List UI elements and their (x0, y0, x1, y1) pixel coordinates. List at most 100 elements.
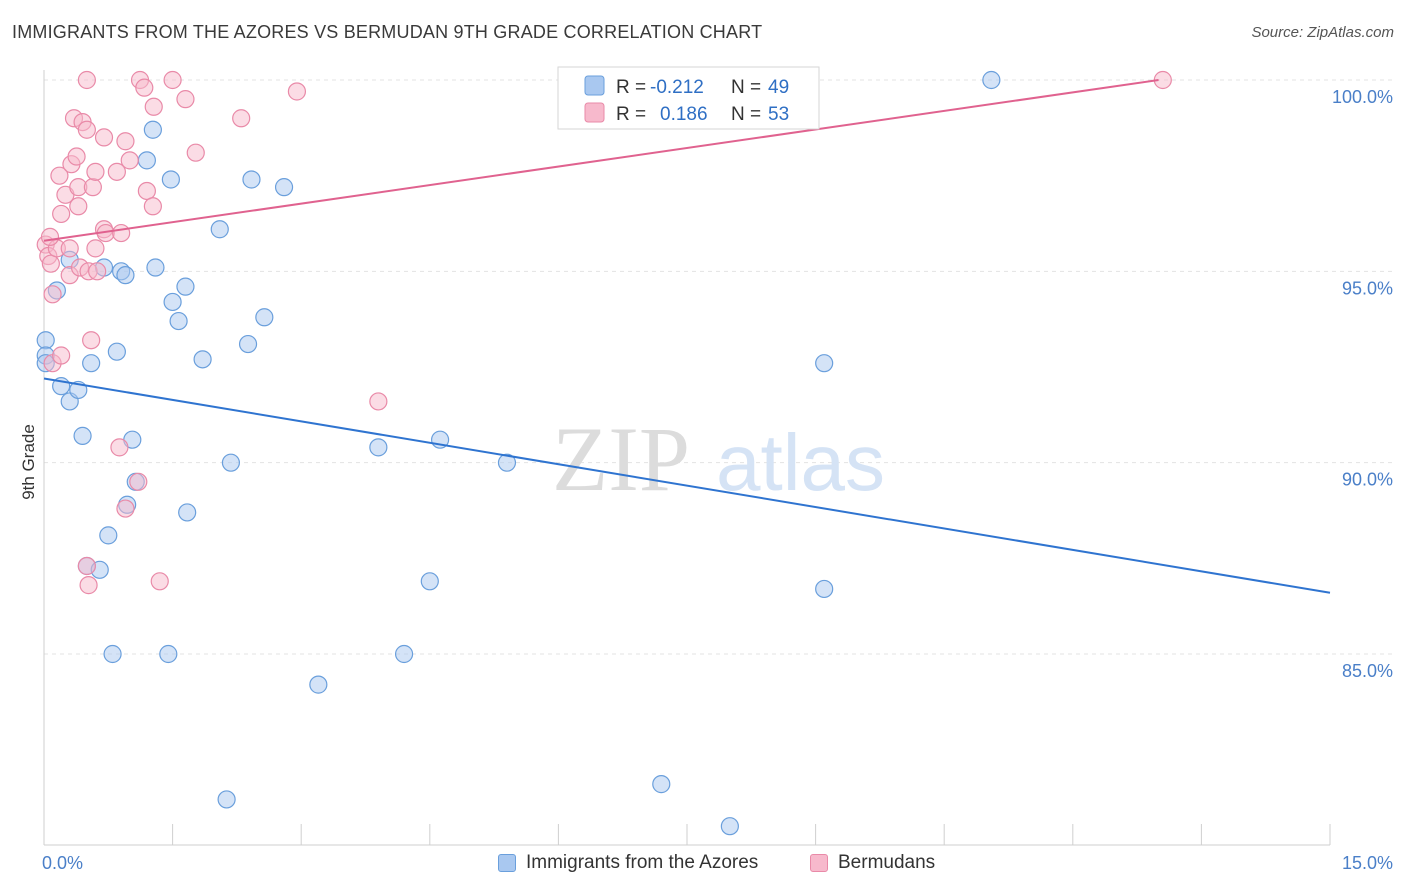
point-pink-7 (52, 204, 71, 224)
point-blue-22 (143, 120, 162, 139)
point-blue-15 (107, 342, 126, 361)
point-blue-8 (73, 426, 92, 445)
legend-n-value-azores: 49 (768, 77, 789, 98)
point-pink-22 (79, 576, 98, 595)
point-pink-2 (41, 254, 60, 273)
trend-line-blue (43, 377, 1331, 594)
point-blue-45 (720, 817, 739, 836)
point-pink-35 (116, 499, 135, 518)
point-blue-48 (982, 70, 1001, 90)
point-pink-49 (287, 82, 307, 101)
point-pink-45 (163, 70, 182, 90)
point-pink-19 (77, 70, 96, 90)
point-blue-43 (497, 453, 517, 472)
point-blue-47 (815, 579, 834, 599)
bottom-legend-swatch-bermudans (810, 854, 828, 872)
point-blue-36 (255, 308, 274, 327)
y-tick-label-0: 100.0% (1332, 87, 1393, 107)
legend-n-value-bermudans: 53 (768, 104, 789, 125)
point-pink-43 (144, 97, 163, 116)
grid-lines (44, 79, 1396, 655)
trend-line-pink (43, 79, 1159, 242)
point-pink-16 (69, 197, 88, 216)
point-blue-26 (163, 292, 182, 312)
point-pink-29 (94, 128, 114, 147)
point-pink-27 (86, 239, 105, 258)
point-pink-28 (88, 262, 107, 281)
watermark-atlas: atlas (716, 418, 885, 507)
legend-n-label-azores: N = (731, 77, 761, 98)
point-blue-32 (217, 790, 236, 809)
bottom-legend-item-bermudans[interactable]: Bermudans (810, 852, 935, 874)
point-pink-10 (60, 239, 79, 258)
point-blue-34 (238, 334, 258, 354)
legend-n-label-bermudans: N = (731, 104, 761, 125)
legend-swatch-bermudans (584, 102, 605, 123)
point-pink-32 (107, 162, 126, 181)
legend-r-value-azores: -0.212 (650, 77, 704, 98)
point-pink-47 (186, 143, 205, 162)
point-blue-10 (82, 354, 101, 373)
point-pink-3 (43, 285, 62, 304)
point-pink-36 (116, 132, 135, 151)
y-tick-label-3: 85.0% (1342, 661, 1393, 681)
watermark: ZIP atlas (552, 408, 885, 510)
axes (43, 70, 1331, 846)
point-blue-27 (169, 311, 188, 331)
point-blue-14 (103, 644, 122, 664)
point-pink-6 (50, 166, 69, 185)
y-tick-label-1: 95.0% (1342, 278, 1393, 298)
bottom-legend-label-azores: Immigrants from the Azores (526, 852, 759, 873)
y-tick-label-2: 90.0% (1342, 470, 1393, 490)
legend-r-label-azores: R = (616, 77, 646, 98)
point-pink-24 (82, 331, 101, 350)
bottom-legend-item-azores[interactable]: Immigrants from the Azores (498, 852, 758, 874)
bottom-legend-swatch-azores (498, 854, 516, 872)
point-blue-35 (242, 170, 261, 189)
point-blue-23 (146, 258, 165, 277)
legend-r-label-bermudans: R = (616, 104, 646, 125)
point-blue-25 (161, 170, 180, 189)
data-points (36, 70, 1172, 836)
point-blue-46 (815, 354, 834, 373)
point-blue-44 (652, 775, 671, 794)
point-blue-39 (369, 438, 388, 457)
point-blue-24 (159, 644, 178, 664)
chart-title: IMMIGRANTS FROM THE AZORES VS BERMUDAN 9… (12, 22, 763, 42)
point-blue-17 (116, 266, 135, 285)
point-pink-14 (67, 147, 86, 166)
point-blue-30 (193, 350, 212, 369)
point-pink-40 (135, 78, 154, 97)
point-blue-13 (99, 526, 118, 545)
watermark-zip: ZIP (552, 408, 690, 510)
bottom-legend: Immigrants from the Azores Bermudans (0, 852, 1406, 878)
point-pink-46 (176, 90, 195, 109)
y-axis-title: 9th Grade (19, 424, 38, 500)
point-pink-41 (137, 181, 156, 201)
point-pink-52 (40, 227, 60, 246)
point-blue-41 (420, 572, 439, 591)
point-pink-25 (83, 178, 102, 197)
point-pink-26 (86, 162, 105, 181)
source-label: Source: ZipAtlas.com (1251, 24, 1394, 41)
point-blue-38 (309, 675, 328, 694)
point-pink-33 (110, 438, 129, 457)
point-blue-29 (178, 503, 197, 522)
legend-r-value-bermudans: 0.186 (660, 104, 708, 125)
point-blue-40 (394, 644, 414, 664)
tick-labels: 100.0% 95.0% 90.0% 85.0% 0.0% 15.0% (42, 87, 1393, 873)
trend-lines (43, 79, 1331, 594)
point-pink-37 (120, 151, 139, 170)
point-blue-28 (176, 277, 195, 296)
point-pink-38 (129, 472, 148, 491)
bottom-legend-label-bermudans: Bermudans (838, 852, 936, 873)
point-pink-42 (143, 197, 162, 216)
point-pink-48 (232, 109, 251, 128)
point-blue-37 (274, 178, 294, 197)
point-pink-44 (150, 572, 169, 591)
legend: R = -0.212 N = 49 R = 0.186 N = 53 (557, 66, 820, 130)
point-pink-8 (52, 346, 71, 365)
x-tick-label-0: 0.0% (42, 853, 83, 873)
point-blue-31 (210, 220, 229, 239)
